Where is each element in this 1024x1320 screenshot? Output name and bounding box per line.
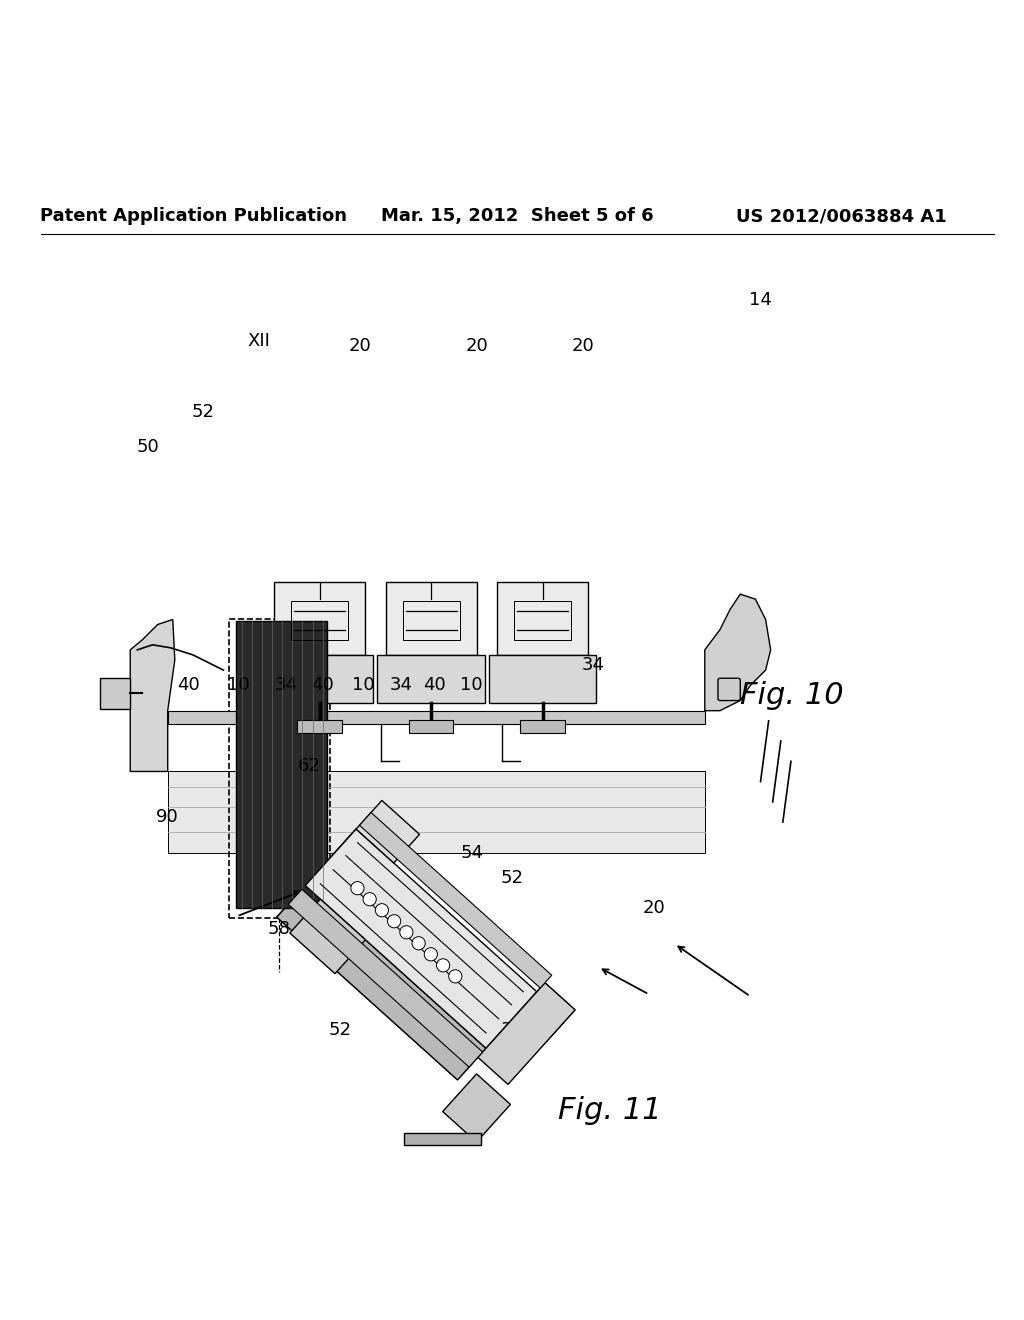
Text: Mar. 15, 2012  Sheet 5 of 6: Mar. 15, 2012 Sheet 5 of 6 xyxy=(381,207,653,226)
Text: 10: 10 xyxy=(461,676,483,694)
Text: 52: 52 xyxy=(191,403,215,421)
FancyBboxPatch shape xyxy=(488,655,596,702)
FancyBboxPatch shape xyxy=(99,678,130,709)
Polygon shape xyxy=(236,622,327,908)
Text: 40: 40 xyxy=(176,676,200,694)
Text: 50: 50 xyxy=(136,438,159,457)
FancyBboxPatch shape xyxy=(386,582,477,655)
Polygon shape xyxy=(442,1074,511,1142)
Polygon shape xyxy=(516,983,575,1041)
Polygon shape xyxy=(705,594,771,710)
Text: XII: XII xyxy=(248,331,270,350)
Text: 20: 20 xyxy=(643,899,666,917)
FancyBboxPatch shape xyxy=(520,719,565,733)
Circle shape xyxy=(436,958,450,972)
Polygon shape xyxy=(305,829,537,1048)
Circle shape xyxy=(412,937,425,950)
FancyBboxPatch shape xyxy=(297,719,342,733)
Text: 40: 40 xyxy=(423,676,445,694)
Polygon shape xyxy=(289,890,482,1067)
FancyBboxPatch shape xyxy=(266,655,374,702)
Circle shape xyxy=(376,904,388,917)
Text: 34: 34 xyxy=(274,676,298,694)
FancyBboxPatch shape xyxy=(274,582,366,655)
Circle shape xyxy=(351,882,364,895)
Text: 52: 52 xyxy=(329,1020,351,1039)
Polygon shape xyxy=(168,771,705,853)
Circle shape xyxy=(387,915,400,928)
Text: 62: 62 xyxy=(298,758,322,775)
Polygon shape xyxy=(276,861,508,1080)
Circle shape xyxy=(449,970,462,983)
Text: 40: 40 xyxy=(311,676,334,694)
Text: 10: 10 xyxy=(227,676,250,694)
Polygon shape xyxy=(478,983,575,1085)
FancyBboxPatch shape xyxy=(718,678,740,701)
Text: 20: 20 xyxy=(571,337,595,355)
Text: 52: 52 xyxy=(501,869,523,887)
Polygon shape xyxy=(130,619,175,771)
Text: 34: 34 xyxy=(389,676,413,694)
Text: 20: 20 xyxy=(466,337,488,355)
Text: 20: 20 xyxy=(349,337,372,355)
Polygon shape xyxy=(276,829,356,917)
Text: Fig. 10: Fig. 10 xyxy=(740,681,844,710)
Circle shape xyxy=(364,892,376,906)
Polygon shape xyxy=(359,813,552,989)
Text: 54: 54 xyxy=(460,843,483,862)
Text: 10: 10 xyxy=(352,676,375,694)
Circle shape xyxy=(424,948,437,961)
Text: 14: 14 xyxy=(750,292,772,309)
Polygon shape xyxy=(290,899,366,974)
Text: Patent Application Publication: Patent Application Publication xyxy=(40,207,346,226)
Text: Fig. 11: Fig. 11 xyxy=(558,1097,662,1126)
Polygon shape xyxy=(276,886,486,1080)
Text: US 2012/0063884 A1: US 2012/0063884 A1 xyxy=(736,207,947,226)
Circle shape xyxy=(399,925,413,939)
Text: 58: 58 xyxy=(267,920,291,937)
Text: 34: 34 xyxy=(582,656,605,675)
Polygon shape xyxy=(403,1133,481,1146)
Text: 90: 90 xyxy=(157,808,179,826)
FancyBboxPatch shape xyxy=(409,719,454,733)
Polygon shape xyxy=(356,800,420,863)
Text: 31: 31 xyxy=(501,1020,523,1039)
Polygon shape xyxy=(168,710,705,723)
FancyBboxPatch shape xyxy=(378,655,485,702)
FancyBboxPatch shape xyxy=(497,582,588,655)
